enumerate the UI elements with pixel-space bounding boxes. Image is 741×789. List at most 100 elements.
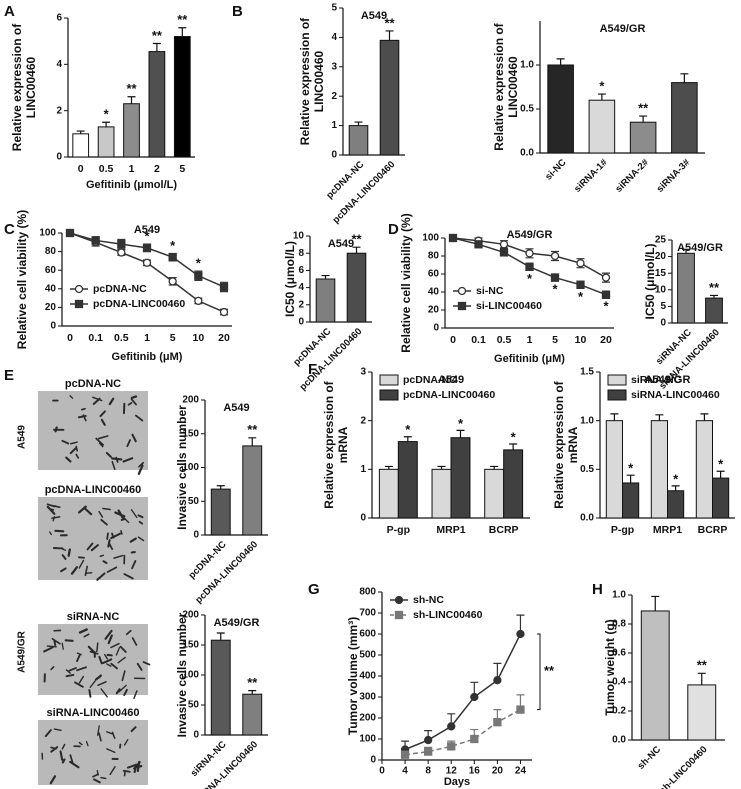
chart-title: A549/GR: [507, 229, 553, 241]
chart-title: A549/GR: [677, 242, 723, 254]
y-tick-label: 40: [45, 283, 57, 294]
cell: [105, 451, 112, 458]
cell: [97, 681, 107, 687]
cell: [130, 395, 138, 399]
error-bar: [437, 465, 446, 470]
point: [576, 259, 585, 268]
cell: [43, 646, 54, 653]
significance: *: [603, 299, 609, 314]
bar: [210, 639, 231, 736]
significance: *: [628, 461, 634, 476]
cell: [50, 746, 59, 753]
bar: [640, 610, 670, 741]
error-bar: [403, 436, 412, 442]
x-tick-label: 1: [144, 332, 150, 344]
legend-marker: [394, 610, 404, 620]
cell: [61, 743, 66, 750]
cell: [83, 633, 90, 638]
point: [194, 296, 203, 306]
y-tick-label: 0: [370, 755, 376, 766]
y-tick-label: 80: [45, 246, 57, 257]
cell: [76, 652, 82, 656]
bar: [671, 82, 698, 154]
y-tick-label: 25: [655, 235, 667, 246]
x-tick-label: 0.1: [88, 332, 103, 344]
cell: [53, 505, 61, 509]
cell: [65, 673, 75, 678]
cell: [86, 542, 94, 551]
significance: **: [247, 422, 258, 437]
chart-title: A549/GR: [600, 23, 646, 35]
cell: [104, 629, 113, 640]
x-tick-label: P-gp: [387, 524, 410, 536]
y-axis-label: Relative expression of: [298, 17, 312, 145]
cell: [122, 457, 134, 463]
cell: [111, 532, 115, 539]
cell: [137, 464, 144, 476]
legend-marker: [74, 284, 84, 294]
cell: [98, 510, 104, 518]
significance: **: [544, 663, 555, 678]
y-tick-label: 0: [193, 530, 199, 541]
cell: [93, 778, 101, 784]
cell: [118, 684, 127, 693]
significance: *: [144, 229, 150, 244]
legend-marker: [74, 299, 84, 309]
x-tick-label: 0: [67, 332, 73, 344]
y-axis-label: LINC00460: [506, 56, 520, 118]
bar: [242, 445, 263, 536]
cell: [102, 507, 111, 511]
image-label: siRNA-LINC00460: [47, 707, 140, 719]
error-bar: [556, 58, 565, 65]
cell: [130, 398, 137, 406]
legend-swatch: [379, 389, 399, 401]
point: [142, 258, 152, 267]
y-tick-label: 0: [360, 513, 366, 524]
cell: [92, 773, 100, 778]
point: [91, 236, 100, 245]
cell: [96, 642, 99, 653]
cell: [53, 639, 57, 647]
panel-letter: F: [308, 361, 317, 378]
cell: [61, 554, 67, 560]
cell: [95, 676, 101, 680]
cell: [111, 460, 116, 471]
x-tick-label: siRNA-3#: [655, 157, 693, 195]
cell: [69, 754, 74, 763]
y-tick-label: 0.5: [520, 104, 534, 115]
error-bar: [385, 30, 394, 41]
cell: [61, 548, 67, 551]
bar: [667, 490, 685, 519]
cell: [89, 679, 97, 689]
x-axis-label: Gefitinib (μM): [112, 351, 183, 363]
y-tick-label: 0.0: [612, 735, 626, 746]
error-bar: [102, 121, 111, 127]
y-axis-label: Tumor volume (mm³): [346, 617, 360, 735]
cell: [51, 516, 61, 519]
cell: [123, 573, 134, 580]
x-tick-label: 8: [425, 766, 431, 777]
error-bar: [248, 437, 257, 446]
panel-letter: C: [4, 221, 15, 238]
x-tick-label: 1: [129, 163, 135, 175]
y-axis-label: Relative expression of: [492, 22, 506, 150]
point: [424, 735, 433, 745]
cell: [84, 565, 88, 577]
y-tick-label: 40: [428, 287, 440, 298]
x-tick-label: 10: [575, 334, 587, 346]
bar: [379, 39, 400, 156]
cell: [80, 407, 86, 411]
image-label: pcDNA-NC: [65, 378, 121, 390]
x-axis-label: Gefitinib (μmol/L): [86, 179, 177, 191]
y-axis-label: IC50 (μmol/L): [643, 243, 657, 319]
cell: [125, 629, 132, 636]
cell: [78, 741, 83, 746]
y-tick-label: 1.5: [580, 367, 594, 378]
cell: [115, 646, 121, 656]
y-tick-label: 60: [45, 265, 57, 276]
y-tick-label: 4: [298, 282, 304, 293]
y-tick-label: 0.0: [520, 148, 534, 159]
x-tick-label: 16: [469, 766, 481, 777]
cell: [127, 402, 133, 406]
